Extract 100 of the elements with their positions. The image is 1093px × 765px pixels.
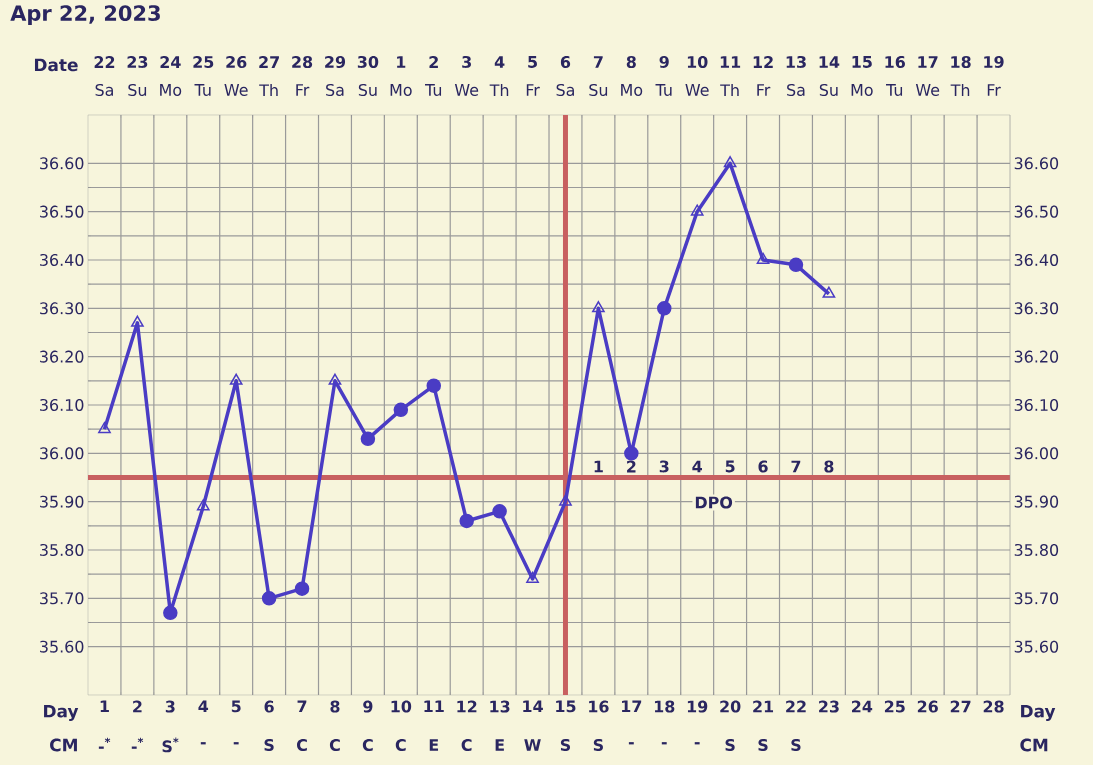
text: 18 [951, 55, 971, 68]
annotation: 6 [758, 460, 768, 473]
text: 28 [292, 55, 313, 68]
x-tick-label: 8 [330, 700, 340, 713]
y-tick-label: 36.40 [40, 253, 84, 266]
text: Fr [526, 84, 540, 96]
x-tick-label: 7 [297, 700, 307, 713]
x-tick-label: 11 [424, 700, 444, 713]
text: S [264, 738, 274, 752]
text: 11 [720, 56, 741, 68]
chart-title: Apr 22, 2023 [10, 5, 160, 26]
text: 7 [593, 56, 603, 68]
y2-tick-label: 36.30 [1014, 302, 1059, 315]
y-tick-label: 36.10 [40, 398, 84, 411]
x-axis-title: Day [44, 704, 79, 721]
text: Th [259, 83, 278, 97]
text: 15 [852, 56, 872, 68]
y-tick-label: 36.30 [40, 302, 84, 315]
text: - [628, 742, 634, 745]
text: C [461, 738, 472, 752]
x-tick-label: 15 [556, 700, 576, 713]
x-tick-label: 3 [165, 700, 175, 713]
text: -$^{*}$ [131, 737, 144, 749]
text: 30 [357, 55, 379, 68]
text: 27 [259, 56, 279, 68]
text: Fr [757, 84, 771, 96]
text: 13 [786, 55, 806, 68]
text: Sa [95, 83, 113, 96]
text: S [593, 738, 603, 752]
text: Sa [556, 83, 574, 96]
x-tick-label: 23 [819, 700, 839, 713]
y2-tick-label: 36.50 [1014, 205, 1059, 218]
annotation: 7 [791, 460, 801, 473]
text: Th [489, 83, 509, 97]
text: 24 [160, 56, 181, 68]
x-tick-label: 24 [852, 700, 873, 713]
text: 12 [753, 56, 773, 68]
y2-tick-label: 35.60 [1014, 640, 1059, 653]
text: C [329, 738, 340, 752]
x-tick-label: 1 [100, 700, 109, 713]
text: 4 [494, 56, 505, 68]
text: Mo [390, 84, 412, 96]
text: We [224, 84, 248, 96]
text: 29 [325, 55, 346, 68]
y-tick-label: 36.00 [40, 447, 84, 460]
text: Su [128, 83, 147, 96]
text: S [758, 738, 768, 752]
text: Th [720, 83, 739, 97]
y-tick-label: 36.60 [40, 157, 84, 170]
text: Tu [655, 84, 672, 96]
text: E [495, 739, 504, 751]
text: Sa [326, 83, 344, 96]
text: 6 [560, 55, 571, 68]
text: Su [819, 83, 838, 96]
text: 23 [127, 55, 148, 68]
text: 22 [94, 56, 115, 68]
annotation: 3 [659, 460, 669, 473]
text: 16 [885, 55, 905, 68]
y-tick-label: 35.70 [40, 592, 84, 605]
x-tick-label: 18 [654, 700, 675, 713]
x-tick-label: 17 [622, 700, 642, 713]
y-tick-label: 35.80 [40, 543, 84, 557]
text: 9 [659, 55, 669, 68]
text: E [429, 739, 439, 751]
annotation: 4 [692, 460, 702, 473]
y2-tick-label: 36.40 [1014, 253, 1059, 266]
x-tick-label: 22 [786, 700, 806, 713]
y-tick-label: 35.90 [40, 495, 84, 508]
x-tick-label: 27 [950, 700, 971, 713]
text: 25 [193, 55, 214, 68]
annotation: DPO [695, 496, 733, 509]
y2-tick-label: 35.70 [1014, 592, 1059, 605]
annotation: 1 [594, 460, 603, 473]
text: 26 [226, 55, 247, 68]
x-tick-label: 13 [490, 700, 510, 713]
text: CM [50, 738, 77, 752]
text: C [362, 738, 373, 752]
x-tick-label: 19 [687, 700, 708, 713]
y-tick-label: 36.20 [40, 350, 84, 363]
annotation: 8 [824, 460, 834, 473]
y-tick-label: 35.60 [40, 640, 84, 653]
text: Th [950, 83, 970, 97]
y2-tick-label: 35.80 [1014, 543, 1059, 556]
text: S [791, 738, 801, 752]
text: CM [1020, 738, 1048, 752]
text: W [524, 739, 541, 751]
y2-tick-label: 36.00 [1014, 447, 1059, 460]
text: Tu [425, 84, 442, 96]
x-tick-label: 25 [884, 700, 905, 713]
text: Date [34, 58, 78, 72]
text: Day [1021, 704, 1056, 721]
text: - [661, 742, 667, 745]
y2-tick-label: 35.90 [1014, 495, 1059, 508]
text: - [233, 742, 239, 745]
text: 3 [462, 55, 471, 68]
text: - [694, 742, 700, 745]
text: We [454, 84, 479, 96]
text: 2 [429, 56, 438, 68]
x-tick-label: 12 [457, 700, 477, 713]
x-tick-label: 9 [363, 700, 373, 713]
